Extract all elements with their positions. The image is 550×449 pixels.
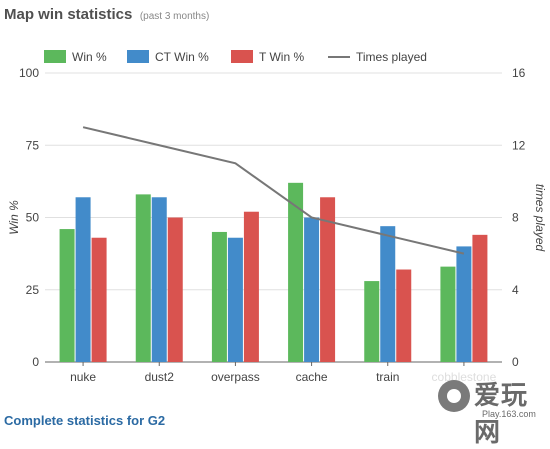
y-tick-label: 75	[26, 138, 40, 152]
y-axis-label: Win %	[7, 200, 21, 235]
y2-tick-label: 8	[512, 211, 519, 225]
legend-swatch	[44, 50, 66, 63]
complete-statistics-link[interactable]: Complete statistics for G2	[4, 413, 166, 428]
bar-win-train	[364, 281, 380, 362]
y2-axis-label: times played	[533, 184, 547, 252]
y2-tick-label: 16	[512, 66, 526, 80]
bar-ct-win-cobblestone	[456, 246, 472, 362]
bar-win-overpass	[211, 231, 227, 362]
legend-label: Times played	[356, 50, 427, 64]
bar-win-dust2	[135, 194, 151, 362]
watermark-url: Play.163.com	[482, 409, 536, 419]
legend-label: Win %	[72, 50, 107, 64]
bar-ct-win-cache	[304, 217, 320, 362]
legend-label: T Win %	[259, 50, 304, 64]
watermark: 爱玩网 Play.163.com	[430, 372, 548, 448]
watermark-badge-icon	[438, 380, 470, 412]
legend-swatch	[231, 50, 253, 63]
y2-tick-label: 0	[512, 355, 519, 369]
times-played-line	[82, 126, 465, 255]
x-tick-label: overpass	[211, 370, 260, 384]
bar-t-win-train	[396, 269, 412, 362]
y-tick-label: 0	[32, 355, 39, 369]
bar-t-win-nuke	[91, 237, 107, 362]
y-tick-label: 50	[26, 211, 40, 225]
x-tick-label: dust2	[145, 370, 175, 384]
y2-tick-label: 4	[512, 283, 519, 297]
bar-win-cache	[288, 182, 304, 362]
bar-ct-win-train	[380, 226, 396, 362]
x-tick-label: nuke	[70, 370, 96, 384]
y-tick-label: 25	[26, 283, 40, 297]
bar-t-win-overpass	[243, 211, 259, 362]
x-tick-label: train	[376, 370, 399, 384]
bar-t-win-cobblestone	[472, 234, 488, 362]
bar-t-win-cache	[320, 197, 336, 362]
x-tick-label: cache	[296, 370, 328, 384]
bar-ct-win-nuke	[75, 197, 91, 362]
y-tick-label: 100	[19, 66, 39, 80]
page-title: Map win statistics	[4, 6, 133, 23]
map-win-chart: 0 25 50 75 100 0 4 8 12 16 Win % times played nuke du…	[7, 50, 547, 384]
bar-win-cobblestone	[440, 266, 456, 362]
chart-header: Map win statistics (past 3 months)	[4, 6, 209, 24]
bar-ct-win-overpass	[227, 237, 243, 362]
legend-swatch	[127, 50, 149, 63]
bar-t-win-dust2	[167, 217, 183, 362]
legend-label: CT Win %	[155, 50, 209, 64]
page-subtitle: (past 3 months)	[139, 11, 210, 22]
bar-win-nuke	[59, 229, 75, 362]
y2-tick-label: 12	[512, 138, 526, 152]
bar-ct-win-dust2	[151, 197, 167, 362]
